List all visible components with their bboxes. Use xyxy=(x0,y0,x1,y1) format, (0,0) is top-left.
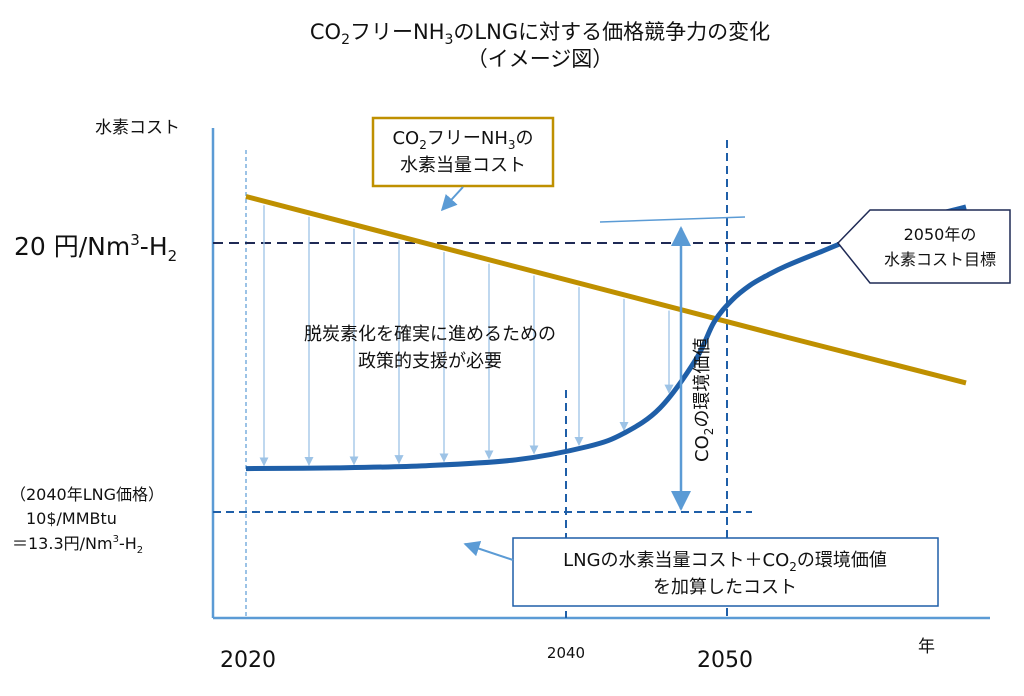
callout-nh3-pointer xyxy=(440,186,464,212)
x-tick-2040: 2040 xyxy=(547,644,585,662)
x-axis-label: 年 xyxy=(918,637,935,657)
x-tick-2050: 2050 xyxy=(697,648,753,673)
chart-title: CO2フリーNH3のLNGに対する価格競争力の変化 xyxy=(310,20,770,48)
callout-lng-box xyxy=(512,537,939,607)
y-ref-20yen-label: 20 円/Nm3-H2 xyxy=(14,231,177,265)
callout-target-line1: 2050年の xyxy=(904,225,977,244)
y-ref-lng-line3: ＝13.3円/Nm3-H2 xyxy=(12,534,143,556)
y-axis-label: 水素コスト xyxy=(95,118,180,138)
series-line-nh3 xyxy=(245,194,967,386)
policy-support-arrows xyxy=(259,205,674,467)
callout-lng-pointer xyxy=(463,540,514,561)
callout-nh3-line1: CO2フリーNH3の xyxy=(392,128,533,152)
callout-nh3-line2: 水素当量コスト xyxy=(400,155,526,176)
y-ref-lng-line2: 10$/MMBtu xyxy=(26,509,117,528)
y-ref-lng-line1: （2040年LNG価格） xyxy=(10,485,164,504)
chart-subtitle: （イメージ図） xyxy=(467,47,614,71)
env-value-label: CO2の環境価値 xyxy=(692,338,716,462)
policy-text-line2: 政策的支援が必要 xyxy=(358,351,502,372)
policy-text-line1: 脱炭素化を確実に進めるための xyxy=(304,324,556,345)
callout-target-line2: 水素コスト目標 xyxy=(884,250,996,269)
callout-lng-line1: LNGの水素当量コスト＋CO2の環境価値 xyxy=(563,550,887,574)
callout-target-box xyxy=(837,209,1011,284)
callout-lng-line2: を加算したコスト xyxy=(653,577,797,598)
env-value-top-tick xyxy=(599,216,746,223)
series-line-lng xyxy=(245,204,967,472)
callout-nh3-box xyxy=(371,116,555,188)
x-tick-2020: 2020 xyxy=(220,648,276,673)
